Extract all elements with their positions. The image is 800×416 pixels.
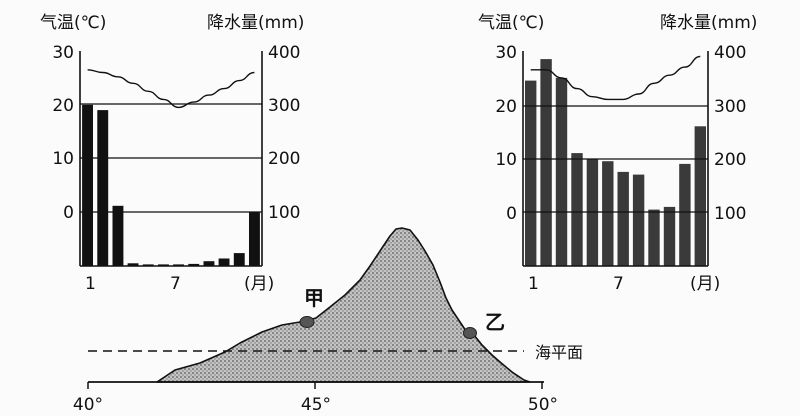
precip-bar [679,163,691,266]
climate-chart-right: 气温(℃) 降水量(mm) 30 20 10 0 400 300 200 100… [478,13,757,294]
terrain-profile: 海平面 40° 45° 50° 甲 乙 [73,227,583,415]
precip-bar [233,253,245,266]
precip-bar [218,258,230,266]
site-marker-yi [463,327,477,339]
precip-bar [602,161,614,266]
temp-tick: 10 [495,150,517,170]
temp-tick: 30 [52,43,74,63]
climate-chart-left: 气温(℃) 降水量(mm) 30 20 10 0 400 300 200 100… [40,13,304,294]
precip-tick: 100 [268,203,300,223]
precip-bar [142,264,154,266]
precip-bar [112,205,124,266]
precip-tick: 200 [268,149,300,169]
longitude-label: 45° [301,395,331,415]
precip-tick: 100 [714,204,746,224]
temp-tick: 0 [506,204,517,224]
precip-bar [203,261,215,266]
mountain-profile [156,227,531,383]
longitude-label: 40° [73,395,103,415]
temp-tick: 30 [495,43,517,63]
temperature-curve [530,55,701,101]
precip-bar [617,171,629,266]
temp-tick: 10 [52,149,74,169]
precip-bar [571,153,583,266]
precip-bars [525,59,706,267]
month-tick: 1 [528,274,539,294]
sea-level-label: 海平面 [535,343,583,362]
precip-tick: 400 [268,43,300,63]
precip-bars [82,104,260,267]
precip-bar [632,174,645,266]
precip-bar [648,209,660,266]
precip-bar [249,212,260,267]
precip-bar [158,264,169,266]
precip-bar [188,263,200,266]
precip-bar [127,263,139,266]
longitude-label: 50° [528,395,558,415]
temp-tick: 20 [52,96,74,116]
precip-tick: 300 [714,97,746,117]
label-yi: 乙 [485,310,505,334]
month-tick: 1 [85,274,96,294]
month-tick: 7 [613,274,624,294]
precip-bar [97,110,109,266]
month-unit-label: (月) [244,274,274,294]
temperature-curve [87,69,255,109]
precip-bar [173,264,184,266]
precip-tick: 200 [714,150,746,170]
temp-tick: 20 [495,97,517,117]
precip-bar [525,80,537,266]
precip-tick: 400 [714,43,746,63]
temp-tick: 0 [63,203,74,223]
precip-bar [663,206,676,266]
precip-tick: 300 [268,96,300,116]
precip-bar [82,104,93,267]
label-jia: 甲 [304,286,324,310]
month-tick: 7 [170,274,181,294]
site-marker-jia [299,316,315,328]
precip-bar [540,59,552,266]
precip-bar [694,126,706,267]
month-unit-label: (月) [690,274,720,294]
precip-bar [555,77,568,267]
left-temp-axis-label: 气温(℃) [40,13,106,33]
left-precip-axis-label: 降水量(mm) [207,13,304,33]
right-temp-axis-label: 气温(℃) [478,13,544,33]
right-precip-axis-label: 降水量(mm) [660,13,757,33]
